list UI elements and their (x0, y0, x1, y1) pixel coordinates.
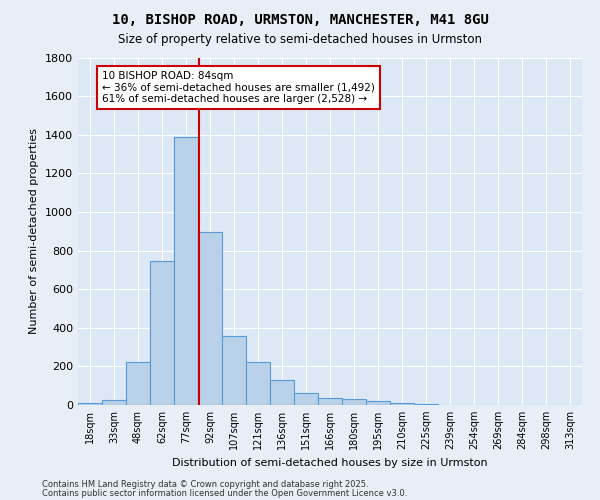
Bar (318, 398, 342, 405)
Bar (246, 362, 270, 405)
Text: Contains HM Land Registry data © Crown copyright and database right 2025.: Contains HM Land Registry data © Crown c… (42, 480, 368, 489)
Text: 10, BISHOP ROAD, URMSTON, MANCHESTER, M41 8GU: 10, BISHOP ROAD, URMSTON, MANCHESTER, M4… (112, 12, 488, 26)
Bar (198, 232, 222, 405)
X-axis label: Distribution of semi-detached houses by size in Urmston: Distribution of semi-detached houses by … (172, 458, 488, 468)
Bar (222, 336, 246, 405)
Bar (150, 261, 174, 405)
Bar (294, 394, 318, 405)
Bar (102, 400, 126, 405)
Y-axis label: Number of semi-detached properties: Number of semi-detached properties (29, 128, 40, 334)
Bar (414, 404, 438, 405)
Bar (342, 399, 366, 405)
Text: Contains public sector information licensed under the Open Government Licence v3: Contains public sector information licen… (42, 489, 407, 498)
Text: Size of property relative to semi-detached houses in Urmston: Size of property relative to semi-detach… (118, 32, 482, 46)
Bar (270, 380, 294, 405)
Bar (366, 401, 390, 405)
Bar (390, 403, 414, 405)
Text: 10 BISHOP ROAD: 84sqm
← 36% of semi-detached houses are smaller (1,492)
61% of s: 10 BISHOP ROAD: 84sqm ← 36% of semi-deta… (102, 71, 375, 104)
Bar (78, 403, 102, 405)
Bar (126, 362, 150, 405)
Bar (174, 136, 198, 405)
